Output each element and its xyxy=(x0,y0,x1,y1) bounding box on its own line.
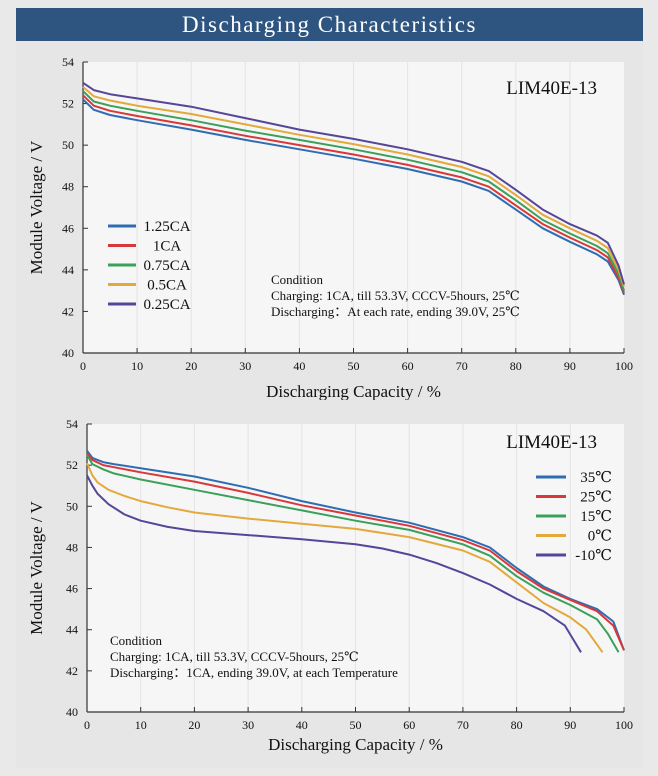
y-tick-label: 50 xyxy=(66,499,78,513)
y-tick-label: 40 xyxy=(66,705,78,719)
series-line-2 xyxy=(86,452,625,651)
model-label: LIM40E-13 xyxy=(506,432,597,453)
series-line-4 xyxy=(86,462,604,653)
x-tick-label: 50 xyxy=(348,359,360,373)
y-tick-label: 48 xyxy=(62,180,74,194)
x-tick-label: 70 xyxy=(457,718,469,732)
legend-label: -10℃ xyxy=(575,548,612,564)
x-tick-label: 0 xyxy=(80,359,86,373)
x-tick-label: 90 xyxy=(564,718,576,732)
page-title: Discharging Characteristics xyxy=(16,8,643,41)
x-tick-label: 70 xyxy=(456,359,468,373)
x-tick-label: 100 xyxy=(615,718,633,732)
y-tick-label: 42 xyxy=(66,664,78,678)
condition-line: Charging: 1CA, till 53.3V, CCCV-5hours, … xyxy=(271,288,520,303)
y-tick-label: 44 xyxy=(66,623,78,637)
condition-line: Discharging：1CA, ending 39.0V, at each T… xyxy=(110,665,398,680)
x-tick-label: 90 xyxy=(564,359,576,373)
condition-title: Condition xyxy=(271,272,324,287)
y-tick-label: 46 xyxy=(66,582,78,596)
x-axis-label: Discharging Capacity / % xyxy=(268,735,443,754)
y-tick-label: 52 xyxy=(66,458,78,472)
x-tick-label: 100 xyxy=(615,359,633,373)
legend-label: 1CA xyxy=(153,239,182,255)
series-line-5 xyxy=(86,474,582,653)
y-tick-label: 40 xyxy=(62,346,74,360)
legend-label: 1.25CA xyxy=(143,219,190,235)
model-label: LIM40E-13 xyxy=(506,78,597,99)
series-line-5 xyxy=(82,81,625,285)
y-tick-label: 46 xyxy=(62,221,74,235)
y-tick-label: 48 xyxy=(66,540,78,554)
x-tick-label: 60 xyxy=(403,718,415,732)
x-tick-label: 20 xyxy=(188,718,200,732)
x-tick-label: 20 xyxy=(185,359,197,373)
x-tick-label: 10 xyxy=(131,359,143,373)
x-tick-label: 40 xyxy=(293,359,305,373)
series-line-2 xyxy=(82,94,625,294)
series-line-3 xyxy=(86,454,620,653)
legend-label: 0.25CA xyxy=(143,297,190,313)
legend-label: 35℃ xyxy=(580,470,612,486)
y-axis-label: Module Voltage / V xyxy=(27,140,46,274)
condition-line: Charging: 1CA, till 53.3V, CCCV-5hours, … xyxy=(110,649,359,664)
legend-label: 0.5CA xyxy=(147,278,187,294)
x-tick-label: 30 xyxy=(242,718,254,732)
discharge-rate-chart: 40 42 44 46 48 50 52 54 0 10 20 30 40 50 60 70 80 90 100 Di… xyxy=(27,55,633,400)
y-tick-label: 50 xyxy=(62,138,74,152)
x-tick-label: 50 xyxy=(350,718,362,732)
x-axis-label: Discharging Capacity / % xyxy=(266,382,441,400)
series-line-4 xyxy=(82,86,625,287)
legend-label: 0℃ xyxy=(588,529,612,545)
y-tick-label: 42 xyxy=(62,304,74,318)
y-tick-label: 44 xyxy=(62,263,74,277)
legend-label: 0.75CA xyxy=(143,258,190,274)
x-tick-label: 80 xyxy=(510,359,522,373)
series-line-1 xyxy=(86,450,625,651)
condition-title: Condition xyxy=(110,633,163,648)
condition-line: Discharging：At each rate, ending 39.0V, … xyxy=(271,304,520,319)
x-tick-label: 40 xyxy=(296,718,308,732)
x-tick-label: 0 xyxy=(84,718,90,732)
legend-label: 15℃ xyxy=(580,509,612,525)
x-tick-label: 60 xyxy=(402,359,414,373)
y-axis-label: Module Voltage / V xyxy=(27,500,46,634)
legend-label: 25℃ xyxy=(580,490,612,506)
x-tick-label: 80 xyxy=(511,718,523,732)
y-tick-label: 52 xyxy=(62,97,74,111)
y-tick-label: 54 xyxy=(62,55,74,69)
x-tick-label: 30 xyxy=(239,359,251,373)
series-line-1 xyxy=(82,98,625,296)
x-tick-label: 10 xyxy=(135,718,147,732)
y-tick-label: 54 xyxy=(66,417,78,431)
series-line-3 xyxy=(82,90,625,291)
